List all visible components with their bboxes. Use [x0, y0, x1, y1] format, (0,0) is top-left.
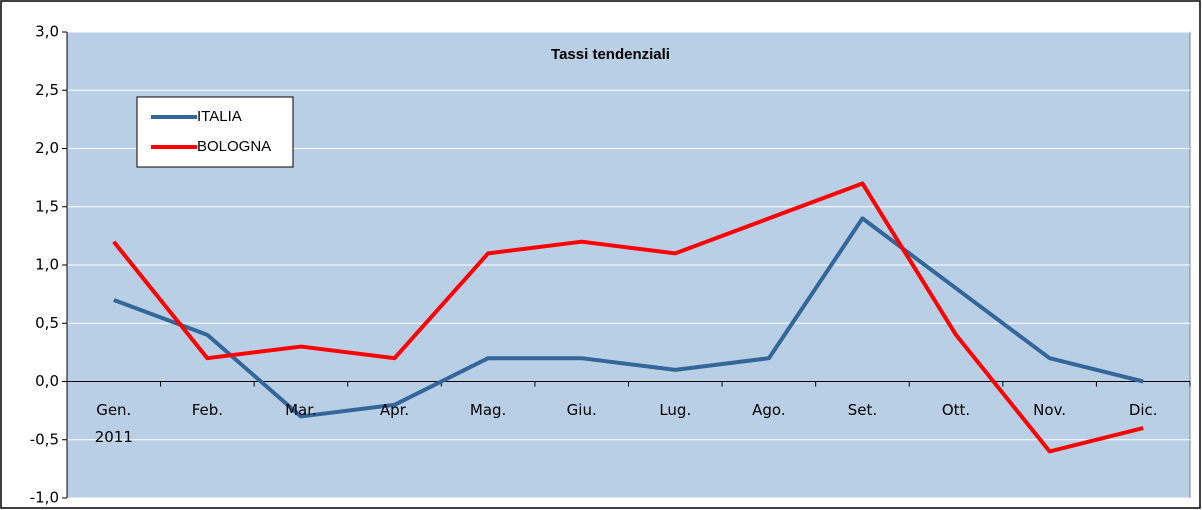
x-tick-label: Nov. [1033, 400, 1067, 419]
series-line [112, 181, 1144, 454]
y-tick-label: 0,5 [35, 314, 59, 332]
x-tick-label: Lug. [659, 400, 692, 419]
y-tick-label: 3,0 [35, 23, 59, 41]
x-tick-label: Mag. [469, 400, 507, 419]
series-line [113, 216, 1144, 419]
legend-label: ITALIA [197, 108, 242, 125]
x-tick-label: Ott. [941, 400, 971, 419]
x-tick-label: Giu. [566, 400, 597, 419]
y-tick-label: -0,5 [30, 430, 59, 448]
x-tick-label: Set. [847, 400, 878, 419]
chart-title: Tassi tendenziali [551, 46, 670, 63]
legend-label: BOLOGNA [197, 138, 271, 155]
y-tick-label: 1,5 [35, 197, 59, 215]
x-tick-label: Feb. [191, 400, 224, 419]
y-tick-label: -1,0 [30, 489, 59, 507]
y-tick-label: 0,0 [35, 372, 59, 390]
y-tick-label: 2,5 [35, 81, 59, 99]
x-tick-label: Apr. [379, 400, 410, 419]
legend-box [136, 96, 294, 168]
x-tick-label: Dic. [1128, 400, 1158, 419]
x-tick-label: Ago. [752, 400, 786, 419]
y-tick-label: 2,0 [35, 139, 59, 157]
x-tick-label: Mar. [285, 400, 317, 419]
y-tick-label: 1,0 [35, 256, 59, 274]
x-tick-label: Gen. 2011 [94, 400, 133, 446]
